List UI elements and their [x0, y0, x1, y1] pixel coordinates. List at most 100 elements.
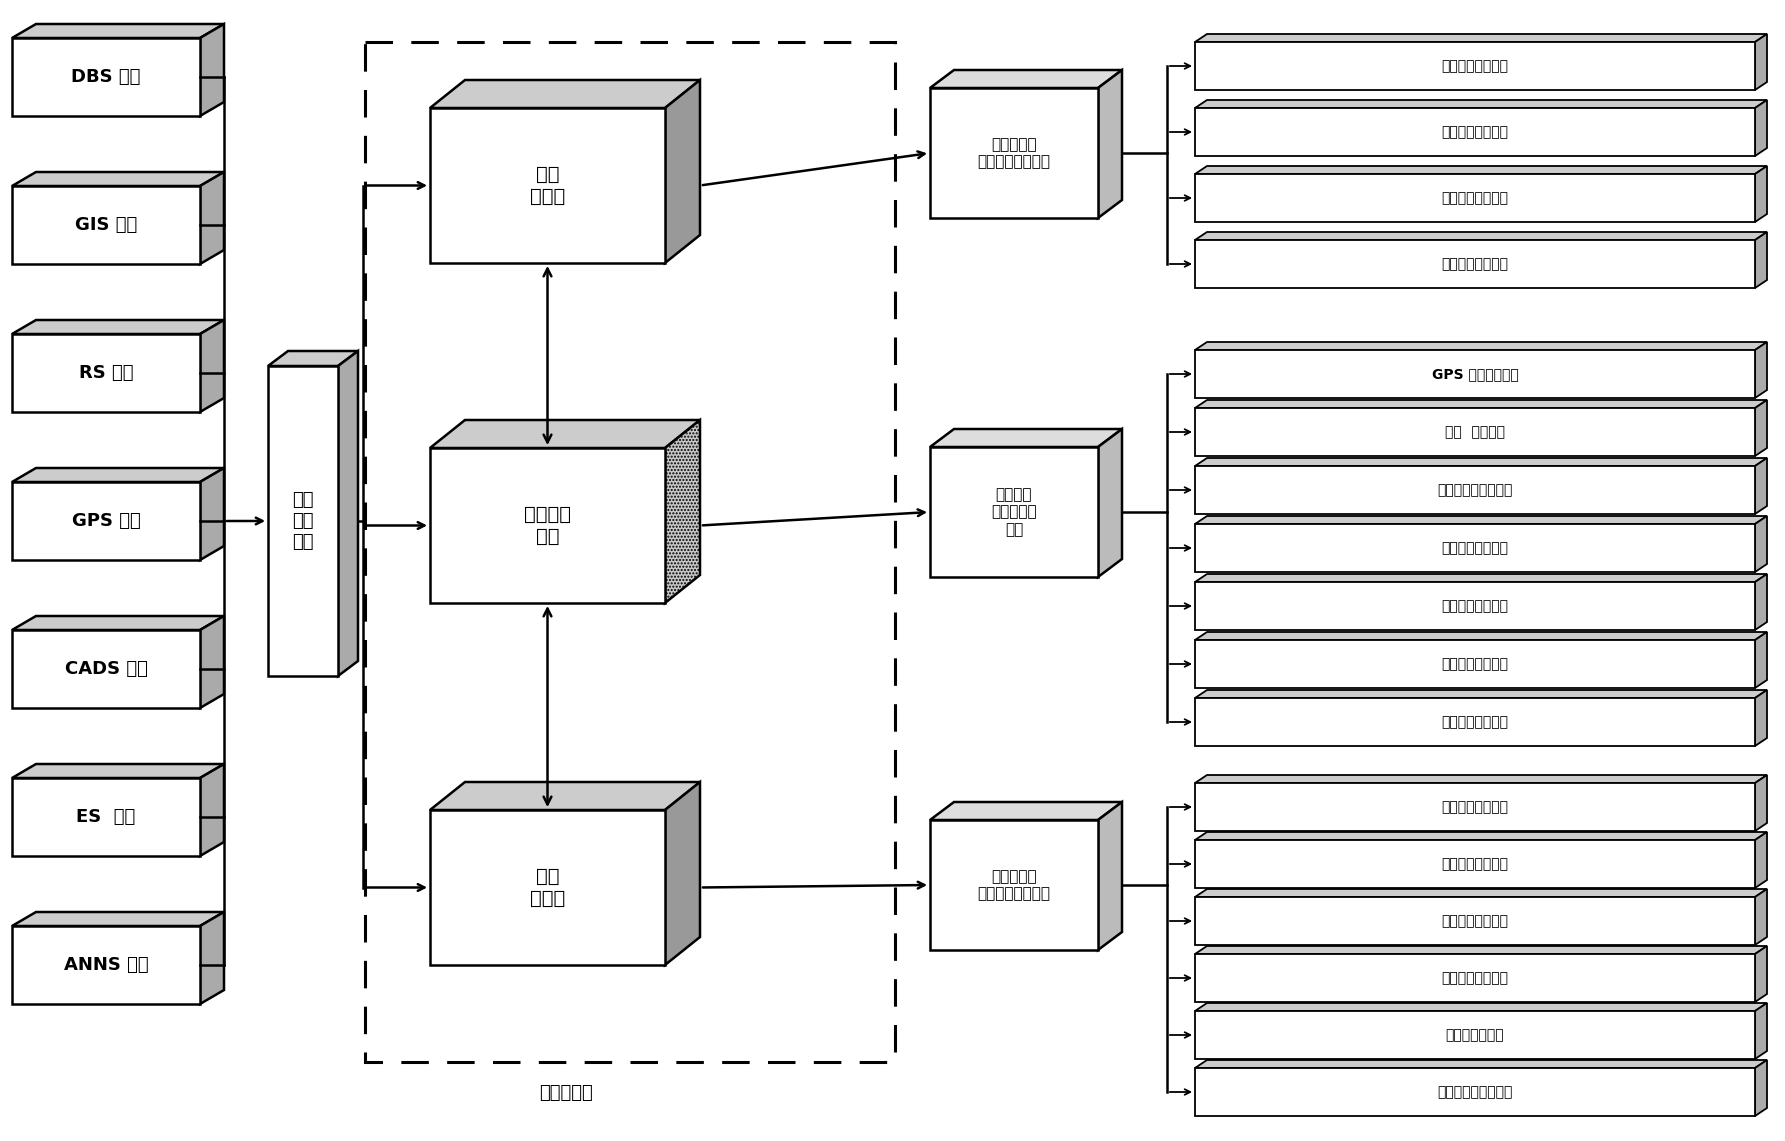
Polygon shape [1755, 1003, 1767, 1059]
Polygon shape [1194, 946, 1767, 954]
Polygon shape [12, 38, 200, 116]
Polygon shape [12, 24, 223, 38]
Polygon shape [666, 782, 700, 965]
Polygon shape [430, 80, 700, 108]
Polygon shape [1755, 775, 1767, 831]
Polygon shape [12, 616, 223, 630]
Polygon shape [666, 80, 700, 262]
Text: 数据综合分析模块: 数据综合分析模块 [1442, 257, 1508, 272]
Polygon shape [1194, 640, 1755, 688]
Polygon shape [200, 912, 223, 1004]
Text: ANNS 技术: ANNS 技术 [64, 956, 148, 974]
Text: 属性数据采集模块: 属性数据采集模块 [1442, 541, 1508, 555]
Text: RS 技术: RS 技术 [79, 364, 134, 382]
Polygon shape [1194, 840, 1755, 888]
Polygon shape [1194, 897, 1755, 945]
Polygon shape [1194, 108, 1755, 156]
Polygon shape [1098, 802, 1123, 950]
Polygon shape [1098, 70, 1123, 218]
Polygon shape [930, 429, 1123, 447]
Polygon shape [1194, 690, 1767, 698]
Polygon shape [1194, 1060, 1767, 1068]
Polygon shape [12, 630, 200, 709]
Text: 实测剖面测绘模块: 实测剖面测绘模块 [1442, 715, 1508, 729]
Text: 地质图编辑模块: 地质图编辑模块 [1446, 1028, 1505, 1042]
Text: 属性数据整理模块: 属性数据整理模块 [1442, 800, 1508, 814]
Polygon shape [1194, 783, 1755, 831]
Text: CADS 技术: CADS 技术 [64, 659, 148, 678]
Polygon shape [12, 186, 200, 264]
Polygon shape [1755, 400, 1767, 456]
Polygon shape [930, 447, 1098, 577]
Polygon shape [200, 616, 223, 709]
Text: GIS 技术: GIS 技术 [75, 216, 137, 234]
Polygon shape [1194, 516, 1767, 524]
Text: 属性数据采集模块: 属性数据采集模块 [1442, 59, 1508, 73]
Polygon shape [430, 420, 700, 448]
Polygon shape [1098, 429, 1123, 577]
Polygon shape [430, 448, 666, 602]
Polygon shape [200, 172, 223, 264]
Polygon shape [1194, 1011, 1755, 1059]
Polygon shape [1194, 42, 1755, 90]
Polygon shape [1194, 632, 1767, 640]
Polygon shape [200, 468, 223, 560]
Text: GPS 数据采集模块: GPS 数据采集模块 [1432, 367, 1519, 381]
Polygon shape [1194, 1003, 1767, 1011]
Text: 二维图形编辑模块: 二维图形编辑模块 [1442, 191, 1508, 205]
Polygon shape [930, 802, 1123, 820]
Text: 主题数据库: 主题数据库 [539, 1084, 593, 1102]
Polygon shape [1194, 1068, 1755, 1116]
Text: DBS 技术: DBS 技术 [71, 68, 141, 86]
Polygon shape [1755, 574, 1767, 630]
Polygon shape [1194, 342, 1767, 350]
Polygon shape [1755, 458, 1767, 513]
Polygon shape [430, 810, 666, 965]
Polygon shape [1755, 34, 1767, 90]
Polygon shape [1194, 350, 1755, 398]
Polygon shape [430, 108, 666, 262]
Polygon shape [1194, 775, 1767, 783]
Polygon shape [930, 88, 1098, 218]
Polygon shape [1755, 632, 1767, 688]
Polygon shape [200, 24, 223, 116]
Polygon shape [1755, 232, 1767, 288]
Polygon shape [12, 468, 223, 482]
Text: 地质现象系描模块: 地质现象系描模块 [1442, 657, 1508, 671]
Polygon shape [200, 764, 223, 856]
Polygon shape [12, 764, 223, 778]
Text: 插图与图切剖面模块: 插图与图切剖面模块 [1437, 1085, 1512, 1099]
Text: 前期资料搜
集整理子系统平台: 前期资料搜 集整理子系统平台 [978, 137, 1051, 169]
Polygon shape [268, 366, 337, 675]
Polygon shape [1194, 582, 1755, 630]
Text: 属性数据处理模块: 属性数据处理模块 [1442, 857, 1508, 871]
Polygon shape [12, 319, 223, 334]
Bar [364, 42, 894, 1062]
Polygon shape [1194, 698, 1755, 746]
Polygon shape [1755, 946, 1767, 1002]
Polygon shape [1755, 342, 1767, 398]
Polygon shape [1194, 34, 1767, 42]
Text: 地质素图描绘模块: 地质素图描绘模块 [1442, 599, 1508, 613]
Polygon shape [12, 334, 200, 412]
Polygon shape [12, 172, 223, 186]
Polygon shape [12, 778, 200, 856]
Text: GPS 技术: GPS 技术 [71, 512, 141, 531]
Polygon shape [1194, 232, 1767, 240]
Polygon shape [1755, 832, 1767, 888]
Text: 平图  标绘模块: 平图 标绘模块 [1446, 424, 1505, 439]
Text: 空间数据采集模块: 空间数据采集模块 [1442, 126, 1508, 139]
Polygon shape [930, 70, 1123, 88]
Polygon shape [12, 926, 200, 1004]
Text: 野外数据
采集子系统
平台: 野外数据 采集子系统 平台 [991, 487, 1037, 537]
Polygon shape [1194, 408, 1755, 456]
Polygon shape [1755, 165, 1767, 222]
Polygon shape [1194, 889, 1767, 897]
Polygon shape [1755, 100, 1767, 156]
Text: 空间数据整理模块: 空间数据整理模块 [1442, 914, 1508, 928]
Polygon shape [1194, 100, 1767, 108]
Polygon shape [1755, 690, 1767, 746]
Polygon shape [930, 820, 1098, 950]
Text: 数据仓库
技术: 数据仓库 技术 [525, 505, 571, 547]
Polygon shape [1194, 400, 1767, 408]
